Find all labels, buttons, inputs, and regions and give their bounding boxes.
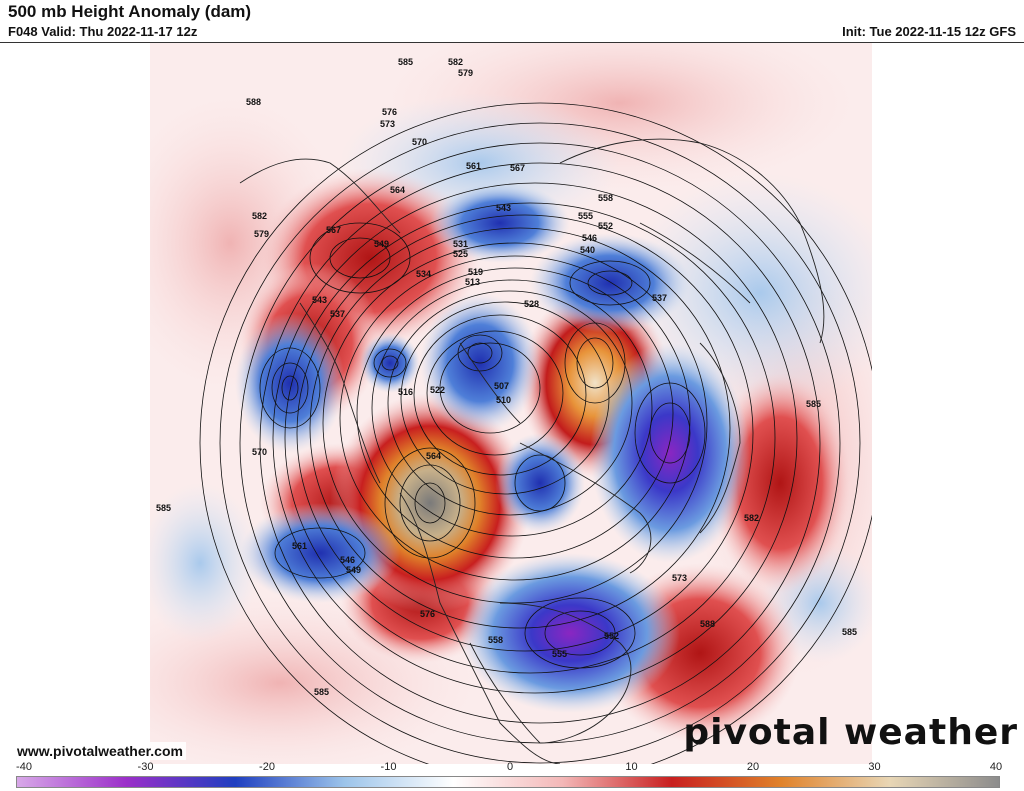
contour-label: 546 xyxy=(582,233,597,243)
contour-label: 588 xyxy=(700,619,715,629)
contour-label: 585 xyxy=(806,399,821,409)
contour-label: 582 xyxy=(252,211,267,221)
contour-label: 564 xyxy=(390,185,405,195)
anomaly-shading xyxy=(150,43,872,764)
contour-label: 561 xyxy=(466,161,481,171)
map-title: 500 mb Height Anomaly (dam) xyxy=(8,2,252,21)
contour-label: 582 xyxy=(448,57,463,67)
contour-label: 522 xyxy=(430,385,445,395)
contour-label: 543 xyxy=(496,203,511,213)
contour-label: 516 xyxy=(398,387,413,397)
contour-label: 585 xyxy=(398,57,413,67)
colorbar-tick-label: 40 xyxy=(989,761,1003,773)
contour-label: 555 xyxy=(578,211,593,221)
contour-label: 546 xyxy=(340,555,355,565)
contour-label: 528 xyxy=(524,299,539,309)
colorbar-tick-label: -40 xyxy=(16,761,32,773)
contour-label: 549 xyxy=(346,565,361,575)
coastlines xyxy=(239,138,825,764)
contour-label: 579 xyxy=(254,229,269,239)
height-contours xyxy=(199,102,872,764)
colorbar-tick-label: 10 xyxy=(625,761,638,773)
colorbar-tick-label: -10 xyxy=(380,761,397,773)
contour-label: 570 xyxy=(412,137,427,147)
colorbar-tick-label: 20 xyxy=(746,761,760,773)
contour-label: 576 xyxy=(382,107,397,117)
contour-label: 573 xyxy=(672,573,687,583)
map-panel: 585 579 582 588 576 573 570 561 567 564 … xyxy=(0,42,1024,764)
brand-logo: pivotal weather xyxy=(683,712,1018,753)
contour-label: 561 xyxy=(292,541,307,551)
init-time: Init: Tue 2022-11-15 12z GFS xyxy=(842,24,1016,39)
anomaly-colorbar xyxy=(16,776,1000,788)
contour-label: 543 xyxy=(312,295,327,305)
contour-label: 552 xyxy=(598,221,613,231)
contour-label: 564 xyxy=(426,451,441,461)
contour-label: 558 xyxy=(488,635,503,645)
colorbar-tick-label: 0 xyxy=(506,761,514,773)
contour-label: 534 xyxy=(416,269,431,279)
contour-label: 519 xyxy=(468,267,483,277)
height-anomaly-map: 585 579 582 588 576 573 570 561 567 564 … xyxy=(150,43,872,764)
contour-label: 513 xyxy=(465,277,480,287)
website-url: www.pivotalweather.com xyxy=(14,742,186,760)
contour-label: 552 xyxy=(604,631,619,641)
contour-label: 585 xyxy=(842,627,857,637)
contour-label: 525 xyxy=(453,249,468,259)
contour-label: 549 xyxy=(374,239,389,249)
contour-label: 579 xyxy=(458,68,473,78)
valid-time: F048 Valid: Thu 2022-11-17 12z xyxy=(8,24,198,39)
contour-label: 570 xyxy=(252,447,267,457)
contour-label: 510 xyxy=(496,395,511,405)
contour-label: 585 xyxy=(156,503,171,513)
contour-label: 567 xyxy=(326,225,341,235)
contour-label: 567 xyxy=(510,163,525,173)
contour-label: 555 xyxy=(552,649,567,659)
contour-label: 540 xyxy=(580,245,595,255)
colorbar-tick-label: -30 xyxy=(137,761,154,773)
contour-label: 585 xyxy=(314,687,329,697)
contour-label: 588 xyxy=(246,97,261,107)
contour-label: 582 xyxy=(744,513,759,523)
colorbar-tick-label: -20 xyxy=(259,761,275,773)
contour-label: 507 xyxy=(494,381,509,391)
colorbar-tick-label: 30 xyxy=(868,761,881,773)
contour-label: 531 xyxy=(453,239,468,249)
contour-label: 537 xyxy=(652,293,667,303)
contour-label: 576 xyxy=(420,609,435,619)
contour-labels: 585 579 582 588 576 573 570 561 567 564 … xyxy=(156,57,857,697)
contour-label: 537 xyxy=(330,309,345,319)
contour-label: 573 xyxy=(380,119,395,129)
contour-label: 558 xyxy=(598,193,613,203)
